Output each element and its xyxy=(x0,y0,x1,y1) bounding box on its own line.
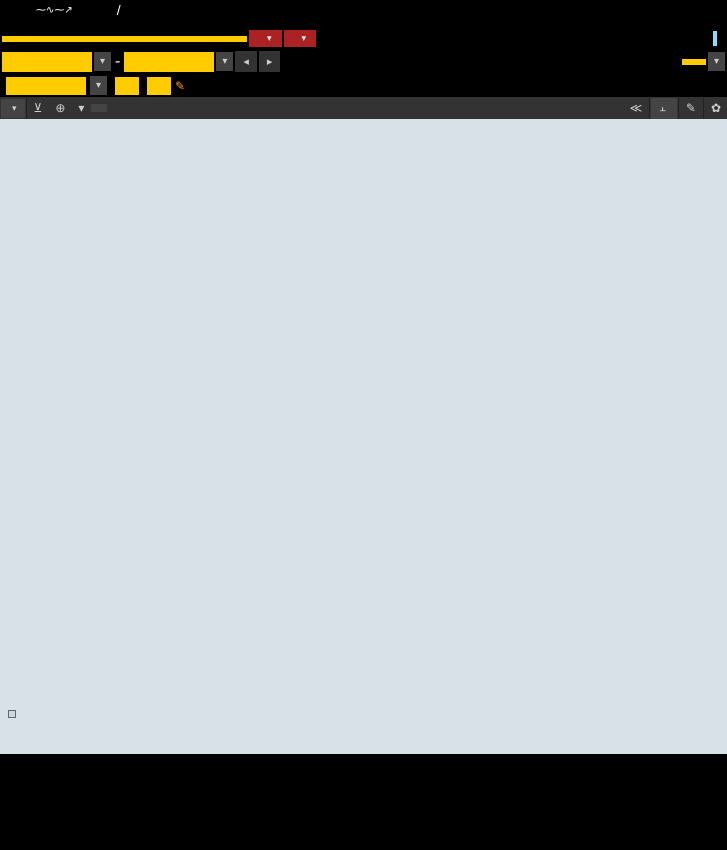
chart-content-button[interactable]: ⫠ xyxy=(651,98,677,119)
crosshair-icon[interactable]: ⊕ xyxy=(49,97,71,119)
study-input[interactable] xyxy=(6,77,86,95)
dropdown-icon[interactable]: ▾ xyxy=(72,97,90,119)
chart-svg xyxy=(0,119,727,754)
chart-icon: ⫠ xyxy=(659,102,666,115)
study-bar: ▾ ✎ xyxy=(0,74,727,97)
index-label[interactable] xyxy=(2,36,247,42)
date-to-input[interactable] xyxy=(124,52,214,72)
date-sep: - xyxy=(113,53,122,71)
date-to-picker[interactable]: ▾ xyxy=(216,52,233,71)
edit-menu[interactable]: ▾ xyxy=(284,30,317,47)
chevron-down-icon: ▾ xyxy=(12,103,17,114)
x-axis xyxy=(0,722,697,736)
date-compare-bar: ▾ - ▾ ◂ ▸ ▾ xyxy=(0,49,727,74)
date-from-input[interactable] xyxy=(2,52,92,72)
page-title xyxy=(318,31,725,46)
menu-bar: ▾ ▾ xyxy=(0,28,727,49)
currency-select[interactable] xyxy=(682,59,706,65)
chart-area[interactable] xyxy=(0,119,727,754)
date-prev-button[interactable]: ◂ xyxy=(235,51,257,72)
chevron-down-icon: ▾ xyxy=(302,33,307,44)
period-input[interactable] xyxy=(115,77,139,95)
footer xyxy=(0,754,727,762)
freq-select[interactable]: ▾ xyxy=(1,99,25,118)
currency-dropdown[interactable]: ▾ xyxy=(708,52,725,71)
edit-icon[interactable]: ✎ xyxy=(680,97,702,119)
bid-ask-sep: / xyxy=(117,2,121,18)
quote-bar: ⁓∿⁓↗ / xyxy=(0,0,727,28)
legend-box xyxy=(8,710,16,718)
chevron-down-icon: ▾ xyxy=(267,33,272,44)
gear-icon[interactable]: ✿ xyxy=(705,97,727,119)
date-next-button[interactable]: ▸ xyxy=(259,51,281,72)
pencil-icon[interactable]: ✎ xyxy=(175,79,185,93)
collapse-icon[interactable]: ≪ xyxy=(624,97,649,119)
chart-type-icon[interactable]: ⊻ xyxy=(28,97,49,119)
actions-menu[interactable]: ▾ xyxy=(249,30,282,47)
sparkline-icon: ⁓∿⁓↗ xyxy=(36,5,73,16)
chart-toolbar: ▾ ⊻ ⊕ ▾ ≪ ⫠ ✎ ✿ xyxy=(0,97,727,119)
offset-input[interactable] xyxy=(147,77,171,95)
date-from-picker[interactable]: ▾ xyxy=(94,52,111,71)
study-dropdown[interactable]: ▾ xyxy=(90,76,107,95)
table-button[interactable] xyxy=(91,104,107,112)
